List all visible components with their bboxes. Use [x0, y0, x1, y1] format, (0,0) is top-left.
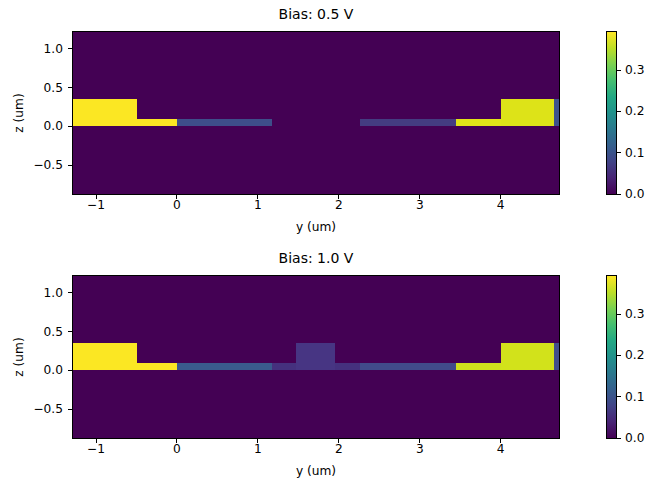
colorbar-tick-mark	[617, 438, 621, 439]
heatmap-cell	[177, 119, 272, 127]
heatmap-cell	[501, 99, 554, 126]
colorbar-tick-label: 0.1	[625, 389, 644, 404]
x-tick-label: 1	[254, 442, 262, 457]
colorbar-tick-label: 0.1	[625, 145, 644, 160]
heatmap-cell	[177, 363, 272, 371]
y-tick-label: 0.0	[23, 363, 63, 378]
heatmap-cell	[73, 343, 137, 370]
y-tick-label: −0.5	[23, 158, 63, 173]
heatmap-cell	[456, 363, 501, 371]
y-tick-label: −0.5	[23, 402, 63, 417]
x-tick-label: 4	[497, 198, 505, 213]
heatmap-plot-area	[72, 275, 560, 439]
colorbar-tick-mark	[617, 194, 621, 195]
colorbar-tick-mark	[617, 355, 621, 356]
heatmap-cell	[360, 119, 456, 127]
subplot-bias-0-5v: Bias: 0.5 V y (um) z (um) −1012341.00.50…	[0, 0, 656, 246]
x-tick-label: 3	[416, 442, 424, 457]
y-tick-mark	[68, 409, 72, 410]
heatmap-cell	[296, 343, 335, 370]
x-tick-label: 4	[497, 442, 505, 457]
heatmap-cell	[137, 119, 177, 127]
heatmap-cell	[554, 99, 559, 126]
colorbar-gradient	[607, 32, 616, 194]
y-tick-mark	[68, 165, 72, 166]
y-tick-mark	[68, 292, 72, 293]
heatmap-cell	[73, 99, 137, 126]
heatmap-cell	[360, 363, 456, 371]
y-tick-label: 1.0	[23, 41, 63, 56]
figure: Bias: 0.5 V y (um) z (um) −1012341.00.50…	[0, 0, 656, 490]
colorbar-tick-mark	[617, 152, 621, 153]
heatmap-cell	[554, 343, 559, 370]
x-tick-label: 0	[173, 198, 181, 213]
heatmap-cell	[501, 343, 554, 370]
x-tick-label: 0	[173, 442, 181, 457]
x-tick-label: 2	[335, 442, 343, 457]
y-tick-label: 1.0	[23, 285, 63, 300]
plot-title: Bias: 1.0 V	[72, 249, 560, 268]
y-tick-mark	[68, 331, 72, 332]
x-axis-label: y (um)	[72, 463, 560, 479]
heatmap-plot-area	[72, 31, 560, 195]
x-tick-label: 3	[416, 198, 424, 213]
y-tick-mark	[68, 370, 72, 371]
heatmap-cell	[456, 119, 501, 127]
colorbar-tick-label: 0.3	[625, 307, 644, 322]
colorbar	[606, 31, 617, 195]
colorbar	[606, 275, 617, 439]
colorbar-tick-label: 0.0	[625, 431, 644, 446]
x-tick-label: −1	[87, 442, 105, 457]
colorbar-tick-mark	[617, 70, 621, 71]
x-tick-label: 2	[335, 198, 343, 213]
heatmap-cell	[137, 363, 177, 371]
x-tick-label: −1	[87, 198, 105, 213]
y-tick-label: 0.5	[23, 80, 63, 95]
colorbar-tick-label: 0.2	[625, 348, 644, 363]
y-tick-mark	[68, 126, 72, 127]
x-tick-label: 1	[254, 198, 262, 213]
y-tick-label: 0.0	[23, 119, 63, 134]
y-tick-mark	[68, 48, 72, 49]
colorbar-gradient	[607, 276, 616, 438]
plot-title: Bias: 0.5 V	[72, 5, 560, 24]
colorbar-tick-mark	[617, 396, 621, 397]
x-axis-label: y (um)	[72, 219, 560, 235]
colorbar-tick-label: 0.2	[625, 104, 644, 119]
colorbar-tick-label: 0.0	[625, 187, 644, 202]
colorbar-tick-mark	[617, 314, 621, 315]
colorbar-tick-label: 0.3	[625, 63, 644, 78]
y-tick-mark	[68, 87, 72, 88]
y-tick-label: 0.5	[23, 324, 63, 339]
colorbar-tick-mark	[617, 111, 621, 112]
subplot-bias-1-0v: Bias: 1.0 V y (um) z (um) −1012341.00.50…	[0, 244, 656, 490]
